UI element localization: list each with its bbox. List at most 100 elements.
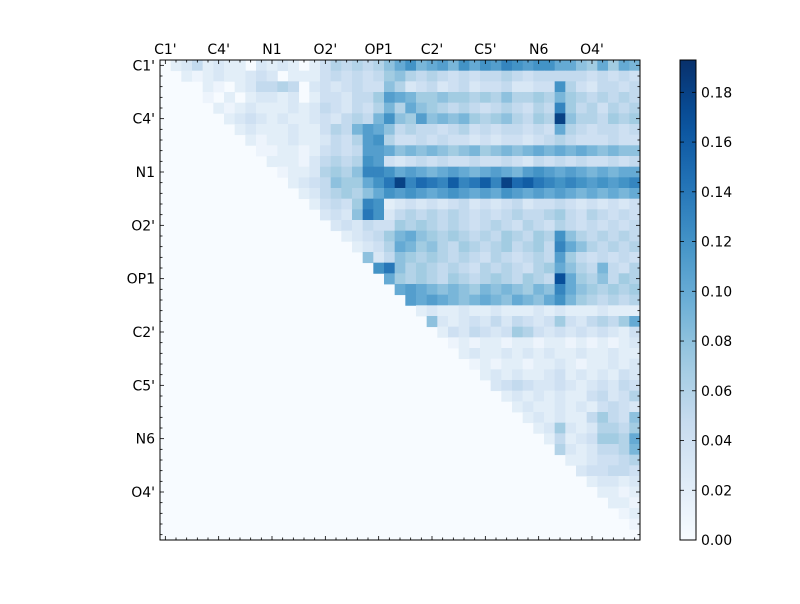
heatmap-cell	[490, 92, 502, 104]
colorbar: 0.00 0.02 0.04 0.06 0.08 0.10 0.12 0.14 0.16 0.18	[679, 59, 732, 549]
heatmap-cell	[586, 102, 598, 114]
heatmap-cell	[576, 433, 588, 445]
heatmap-cell	[629, 188, 641, 200]
heatmap-cell	[426, 316, 438, 328]
heatmap-cell	[586, 198, 598, 210]
heatmap-cell	[576, 177, 588, 189]
heatmap-cell	[277, 166, 289, 178]
heatmap-cell	[618, 294, 630, 306]
heatmap-cell	[533, 81, 545, 93]
heatmap-cell	[469, 60, 481, 72]
heatmap-cell	[544, 348, 556, 360]
heatmap-cell	[416, 145, 428, 157]
heatmap-cell	[618, 284, 630, 296]
heatmap-cell	[288, 177, 300, 189]
heatmap-cell	[384, 241, 396, 253]
heatmap-cell	[245, 134, 257, 146]
heatmap-cell	[576, 134, 588, 146]
heatmap-cell	[576, 252, 588, 264]
heatmap-cell	[266, 134, 278, 146]
heatmap-cell	[554, 294, 566, 306]
heatmap-cell	[352, 70, 364, 82]
colorbar-tick-label: 0.16	[701, 135, 732, 151]
heatmap-cell	[533, 294, 545, 306]
heatmap-cell	[320, 145, 332, 157]
heatmap-cell	[629, 166, 641, 178]
heatmap-cell	[565, 70, 577, 82]
heatmap-cell	[501, 124, 513, 136]
heatmap-cell	[394, 124, 406, 136]
heatmap-cell	[416, 70, 428, 82]
heatmap-cell	[458, 198, 470, 210]
heatmap-cell	[512, 316, 524, 328]
heatmap-cell	[522, 60, 534, 72]
heatmap-cell	[608, 476, 620, 488]
heatmap-cell	[629, 316, 641, 328]
heatmap-cell	[501, 92, 513, 104]
heatmap-cell	[458, 188, 470, 200]
heatmap-cell	[298, 70, 310, 82]
heatmap-cell	[554, 188, 566, 200]
heatmap-cell	[480, 166, 492, 178]
heatmap-cell	[522, 380, 534, 392]
heatmap-cell	[298, 134, 310, 146]
heatmap-cell	[618, 390, 630, 402]
heatmap-cell	[405, 92, 417, 104]
heatmap-cell	[544, 134, 556, 146]
heatmap-cell	[522, 305, 534, 317]
heatmap-cell	[544, 220, 556, 232]
heatmap-cell	[501, 81, 513, 93]
heatmap-cell	[608, 316, 620, 328]
colorbar-tick-label: 0.10	[701, 284, 732, 300]
heatmap-cell	[437, 220, 449, 232]
heatmap-cell	[576, 262, 588, 274]
heatmap-cell	[501, 358, 513, 370]
heatmap-cell	[181, 60, 193, 72]
colorbar-tick-label: 0.06	[701, 384, 732, 400]
heatmap-cell	[608, 305, 620, 317]
heatmap-cell	[576, 316, 588, 328]
heatmap-cell	[384, 134, 396, 146]
heatmap-cell	[352, 177, 364, 189]
heatmap-cell	[586, 326, 598, 338]
heatmap-cell	[469, 252, 481, 264]
heatmap-cell	[618, 113, 630, 125]
heatmap-cell	[480, 177, 492, 189]
heatmap-cell	[618, 241, 630, 253]
heatmap-cell	[554, 433, 566, 445]
heatmap-cell	[554, 177, 566, 189]
heatmap-cell	[554, 113, 566, 125]
heatmap-cell	[426, 102, 438, 114]
heatmap-cell	[437, 284, 449, 296]
heatmap-cell	[170, 60, 182, 72]
heatmap-cell	[480, 113, 492, 125]
heatmap-cell	[597, 262, 609, 274]
heatmap-cell	[469, 70, 481, 82]
heatmap-cell	[298, 177, 310, 189]
heatmap-cell	[544, 177, 556, 189]
heatmap-cell	[565, 390, 577, 402]
heatmap-cell	[362, 124, 374, 136]
heatmap-cell	[437, 177, 449, 189]
heatmap-cell	[234, 113, 246, 125]
heatmap-cell	[394, 230, 406, 242]
heatmap-cell	[586, 422, 598, 434]
heatmap-cell	[394, 198, 406, 210]
heatmap-cell	[458, 113, 470, 125]
heatmap-cell	[608, 486, 620, 498]
heatmap-cell	[448, 316, 460, 328]
heatmap-cell	[330, 198, 342, 210]
heatmap-cell	[554, 380, 566, 392]
heatmap-cell	[554, 444, 566, 456]
heatmap-cell	[405, 177, 417, 189]
heatmap-cell	[586, 454, 598, 466]
heatmap-cell	[394, 252, 406, 264]
heatmap-cell	[501, 188, 513, 200]
heatmap-cell	[608, 252, 620, 264]
heatmap-cell	[405, 188, 417, 200]
heatmap-cell	[576, 305, 588, 317]
heatmap-cell	[437, 145, 449, 157]
heatmap-cell	[480, 60, 492, 72]
heatmap-cell	[618, 145, 630, 157]
heatmap-cell	[522, 209, 534, 221]
